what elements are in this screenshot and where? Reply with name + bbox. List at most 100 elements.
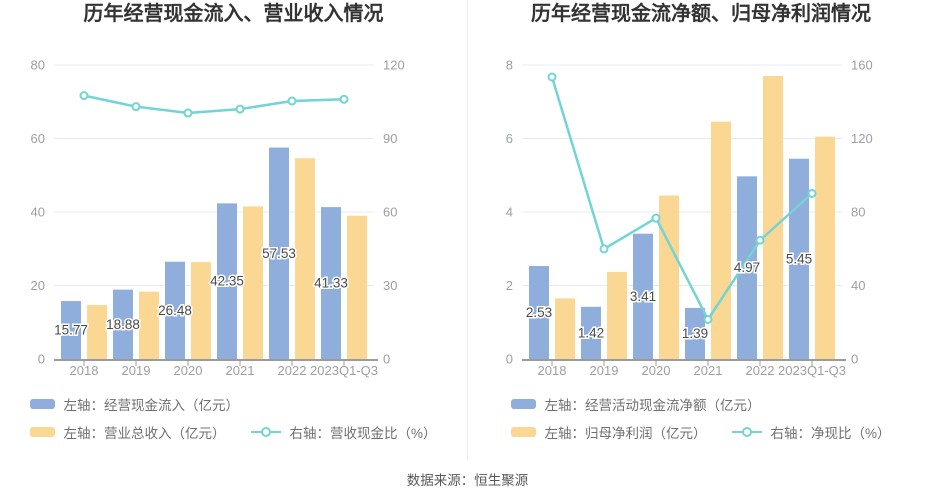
left-axis-tick-label: 80 xyxy=(31,58,45,73)
bar-bar_orange-2019[interactable] xyxy=(139,291,159,359)
bar-bar_orange-2020[interactable] xyxy=(659,195,679,359)
x-axis-category-label: 2019 xyxy=(590,363,619,378)
right-axis-tick-label: 0 xyxy=(383,352,390,367)
chart-legend: 左轴：经营活动现金流净额（亿元） 左轴：归母净利润（亿元） 右轴：净现比 xyxy=(468,390,934,446)
bar-bar_blue-2021[interactable] xyxy=(685,307,705,359)
ratio-line xyxy=(83,94,345,115)
left-axis-tick-label: 20 xyxy=(31,278,45,293)
x-axis-category-label: 2023Q1-Q3 xyxy=(778,363,846,378)
x-axis-category-label: 2020 xyxy=(642,363,671,378)
legend-row: 左轴：经营现金流入（亿元） xyxy=(30,390,436,418)
ratio-line xyxy=(550,76,813,322)
line-marker-2023Q1-Q3[interactable] xyxy=(339,94,349,104)
line-marker-2019[interactable] xyxy=(131,102,141,112)
legend-label: 左轴：归母净利润（亿元） xyxy=(544,426,707,441)
right-axis-tick-label: 80 xyxy=(851,205,865,220)
bar-bar_blue-2020[interactable] xyxy=(165,261,185,359)
right-axis-tick-label: 90 xyxy=(383,131,397,146)
bar-bar_blue-2018[interactable] xyxy=(529,266,549,359)
line-marker-2020[interactable] xyxy=(183,108,193,118)
bar-bar_blue-2023Q1-Q3[interactable] xyxy=(321,207,341,359)
bar-value-label: 57.53 xyxy=(262,246,296,261)
chart-title: 历年经营现金流净额、归母净利润情况 xyxy=(531,3,871,25)
bar-value-label: 4.97 xyxy=(734,260,760,275)
legend-item-total-revenue[interactable]: 左轴：营业总收入（亿元） xyxy=(30,422,225,442)
bar-bar_blue-2018[interactable] xyxy=(61,301,81,359)
bar-bar_blue-2020[interactable] xyxy=(633,233,653,359)
x-axis-category-label: 2021 xyxy=(694,363,723,378)
x-axis-category-label: 2018 xyxy=(70,363,99,378)
bar-value-label: 2.53 xyxy=(526,305,552,320)
bar-bar_orange-2022[interactable] xyxy=(763,76,783,360)
x-axis-category-label: 2018 xyxy=(538,363,567,378)
right-axis-tick-label: 40 xyxy=(851,278,865,293)
line-marker-2022[interactable] xyxy=(755,235,765,245)
x-axis-category-label: 2022 xyxy=(278,363,307,378)
left-axis-tick-label: 8 xyxy=(506,58,513,73)
bar-value-label: 26.48 xyxy=(158,303,192,318)
legend-label: 左轴：经营活动现金流净额（亿元） xyxy=(544,398,761,413)
line-marker-2018[interactable] xyxy=(79,91,89,101)
line-marker-2021[interactable] xyxy=(235,104,245,114)
chart-panel-cash-inflow-revenue: 历年经营现金流入、营业收入情况 0 20 40 60 80 0 30 60 90 120 2018 2… xyxy=(0,0,467,460)
legend-label: 左轴：营业总收入（亿元） xyxy=(63,426,226,441)
bar-bar_orange-2023Q1-Q3[interactable] xyxy=(815,136,835,359)
chart-title: 历年经营现金流入、营业收入情况 xyxy=(83,3,384,25)
line-marker-2020[interactable] xyxy=(651,213,661,223)
bar-value-label: 41.33 xyxy=(314,276,348,291)
bar-bar_blue-2022[interactable] xyxy=(269,147,289,359)
line-series-icon xyxy=(251,427,282,437)
left-axis-tick-label: 40 xyxy=(31,205,45,220)
left-axis-tick-label: 60 xyxy=(31,131,45,146)
left-axis-tick-label: 2 xyxy=(506,278,513,293)
bar-bar_orange-2019[interactable] xyxy=(607,271,627,359)
orange-bar-swatch xyxy=(511,427,537,437)
right-axis-tick-label: 0 xyxy=(851,352,858,367)
left-axis-tick-label: 0 xyxy=(38,352,45,367)
bar-value-label: 1.39 xyxy=(682,326,708,341)
bar-bar_orange-2021[interactable] xyxy=(711,121,731,359)
charts-container: 历年经营现金流入、营业收入情况 0 20 40 60 80 0 30 60 90 120 2018 2… xyxy=(0,0,934,460)
line-marker-2019[interactable] xyxy=(599,244,609,254)
data-source-note: 数据来源：恒生聚源 xyxy=(406,473,529,488)
line-marker-2018[interactable] xyxy=(547,72,557,82)
legend-item-net-operating-cashflow[interactable]: 左轴：经营活动现金流净额（亿元） xyxy=(511,394,760,414)
x-axis-category-label: 2022 xyxy=(746,363,775,378)
legend-item-net-cash-ratio[interactable]: 右轴：净现比（%） xyxy=(732,422,891,442)
blue-bar-swatch xyxy=(511,399,537,409)
orange-bar-swatch xyxy=(30,427,56,437)
bar-bar_orange-2018[interactable] xyxy=(555,298,575,359)
bar-bar_blue-2019[interactable] xyxy=(581,306,601,359)
line-marker-2022[interactable] xyxy=(287,96,297,106)
bar-bar_blue-2019[interactable] xyxy=(113,289,133,359)
bar-bar_orange-2018[interactable] xyxy=(87,305,107,359)
bar-value-label: 1.42 xyxy=(578,325,604,340)
legend-row: 左轴：经营活动现金流净额（亿元） xyxy=(511,390,890,418)
line-marker-2023Q1-Q3[interactable] xyxy=(807,188,817,198)
bar-value-label: 18.88 xyxy=(106,317,140,332)
bar-value-label: 42.35 xyxy=(210,274,244,289)
bar-value-label: 3.41 xyxy=(630,289,656,304)
bar-bar_orange-2023Q1-Q3[interactable] xyxy=(347,215,367,359)
bar-bar_blue-2022[interactable] xyxy=(737,176,757,359)
right-axis-tick-label: 60 xyxy=(383,205,397,220)
x-axis-category-label: 2019 xyxy=(122,363,151,378)
legend-item-cash-inflow[interactable]: 左轴：经营现金流入（亿元） xyxy=(30,394,239,414)
bar-bar_orange-2020[interactable] xyxy=(191,262,211,359)
bar-bar_blue-2021[interactable] xyxy=(217,203,237,359)
line-marker-2021[interactable] xyxy=(703,314,713,324)
legend-label: 左轴：经营现金流入（亿元） xyxy=(63,398,239,413)
legend-label: 右轴：营收现金比（%） xyxy=(289,426,437,441)
right-axis-tick-label: 160 xyxy=(851,58,873,73)
bar-bar_orange-2022[interactable] xyxy=(295,158,315,359)
bar-value-label: 5.45 xyxy=(786,251,812,266)
legend-item-net-profit[interactable]: 左轴：归母净利润（亿元） xyxy=(511,422,706,442)
right-axis-tick-label: 120 xyxy=(851,131,873,146)
chart-legend: 左轴：经营现金流入（亿元） 左轴：营业总收入（亿元） 右轴：营收现金比（ xyxy=(0,390,467,446)
bar-bar_orange-2021[interactable] xyxy=(243,206,263,359)
legend-row: 左轴：归母净利润（亿元） 右轴：净现比（%） xyxy=(511,418,891,446)
legend-item-cash-revenue-ratio[interactable]: 右轴：营收现金比（%） xyxy=(251,422,437,442)
